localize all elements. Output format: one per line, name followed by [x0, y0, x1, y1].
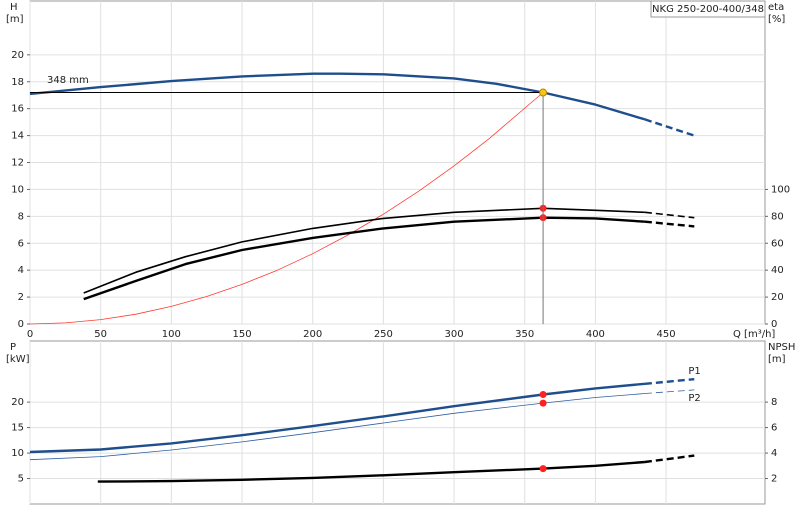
- curve: [97, 460, 645, 483]
- y2-tick-label: 4: [771, 448, 777, 459]
- y-tick-label: 18: [11, 77, 24, 88]
- x-tick-label: 100: [162, 329, 181, 340]
- y-axis-unit: [kW]: [6, 354, 30, 365]
- y-tick-label: 12: [11, 158, 24, 169]
- series-label: P2: [688, 393, 700, 404]
- y2-tick-label: 60: [771, 238, 784, 249]
- curve: [29, 382, 646, 454]
- title-box: [650, 0, 766, 18]
- y2-axis-label: eta: [768, 2, 784, 13]
- y-tick-label: 0: [18, 319, 24, 330]
- x-tick-label: 150: [232, 329, 251, 340]
- curve: [644, 389, 695, 394]
- x-tick-label: 250: [374, 329, 393, 340]
- x-tick-label: 200: [303, 329, 322, 340]
- y2-tick-label: 0: [771, 319, 777, 330]
- curve: [83, 207, 645, 294]
- y-tick-label: 6: [18, 238, 24, 249]
- y2-tick-label: 20: [771, 292, 784, 303]
- y-tick-label: 10: [11, 184, 24, 195]
- point-marker: [539, 399, 547, 407]
- y2-axis-unit: [m]: [768, 354, 786, 365]
- y2-tick-label: 80: [771, 211, 784, 222]
- x-tick-label: 400: [586, 329, 605, 340]
- curve: [644, 454, 695, 464]
- series-label: P1: [688, 366, 700, 377]
- y-tick-label: 4: [18, 265, 24, 276]
- y2-tick-label: 2: [771, 474, 777, 485]
- y2-axis-unit: [%]: [768, 14, 785, 25]
- curve: [83, 216, 645, 301]
- point-marker: [539, 465, 547, 473]
- y-tick-label: 14: [11, 131, 24, 142]
- curve: [644, 118, 695, 137]
- y-tick-label: 15: [11, 423, 24, 434]
- x-tick-label: 450: [657, 329, 676, 340]
- x-tick-label: 50: [94, 329, 107, 340]
- y-axis-label: H: [10, 2, 18, 13]
- y-tick-label: 5: [18, 474, 24, 485]
- y2-axis-label: NPSH: [768, 342, 795, 353]
- plot-frame: [29, 340, 766, 505]
- chart-title: NKG 250-200-400/348: [652, 4, 764, 15]
- y-tick-label: 2: [18, 292, 24, 303]
- x-tick-label: 350: [515, 329, 534, 340]
- x-tick-label: 300: [444, 329, 463, 340]
- curve: [644, 220, 695, 228]
- annotation: 348 mm: [47, 75, 89, 86]
- y2-tick-label: 100: [771, 184, 790, 195]
- y-tick-label: 10: [11, 448, 24, 459]
- y-axis-label: P: [10, 342, 16, 353]
- curve: [29, 72, 646, 121]
- y-axis-unit: [m]: [6, 14, 24, 25]
- y-tick-label: 16: [11, 104, 24, 115]
- y2-tick-label: 6: [771, 423, 777, 434]
- point-marker: [539, 88, 548, 97]
- y2-tick-label: 40: [771, 265, 784, 276]
- point-marker: [539, 390, 547, 398]
- curve: [644, 211, 695, 219]
- y-tick-label: 20: [11, 50, 24, 61]
- x-tick-label: 0: [27, 329, 33, 340]
- y-tick-label: 8: [18, 211, 24, 222]
- curve: [644, 378, 695, 385]
- y-tick-label: 20: [11, 397, 24, 408]
- curve: [29, 393, 645, 461]
- y2-tick-label: 8: [771, 397, 777, 408]
- x-axis-label: Q [m³/h]: [733, 329, 775, 340]
- curve: [29, 92, 544, 325]
